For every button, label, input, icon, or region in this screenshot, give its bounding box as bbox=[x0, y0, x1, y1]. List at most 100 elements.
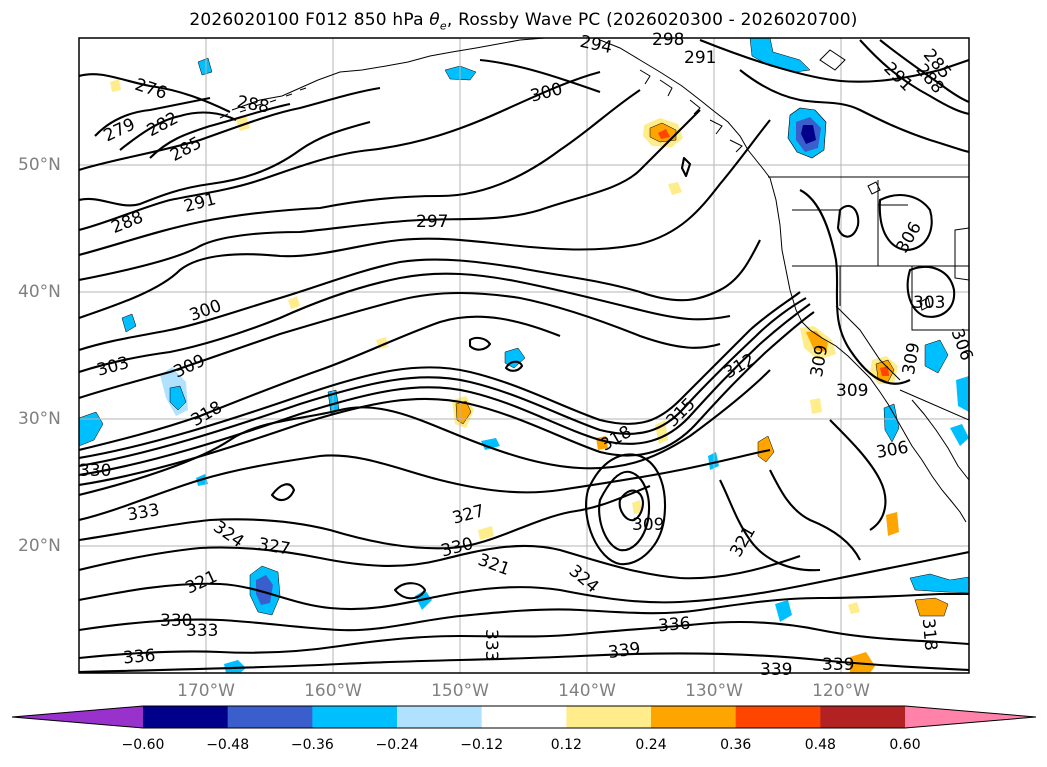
contour-label: 294 bbox=[578, 32, 614, 58]
shade-pos-patch bbox=[886, 512, 899, 536]
contour-label: 288 bbox=[235, 92, 270, 117]
contour-trough-1 bbox=[598, 470, 650, 552]
colorbar-tick-label: −0.24 bbox=[375, 737, 419, 753]
contour-label: 330 bbox=[79, 461, 111, 481]
contour-label: 327 bbox=[256, 534, 291, 559]
contour-closed bbox=[680, 156, 692, 178]
colorbar-tick-label: 0.36 bbox=[720, 737, 752, 753]
contour-label: 300 bbox=[187, 296, 224, 326]
contour-label: 306 bbox=[892, 219, 926, 257]
contour-label: 309 bbox=[632, 515, 664, 535]
shade-pos-patch bbox=[848, 602, 860, 614]
lat-label-20: 20°N bbox=[18, 536, 61, 556]
shade-pos-patch bbox=[110, 79, 121, 92]
shade-neg-patch bbox=[775, 600, 792, 622]
contour-282 bbox=[119, 111, 237, 151]
colorbar-box bbox=[820, 706, 906, 728]
contour-288-b bbox=[79, 120, 371, 207]
shade-pos-patch bbox=[850, 652, 875, 673]
contour-279 bbox=[94, 96, 211, 137]
contour-300 bbox=[79, 119, 771, 319]
lon-label-150w: 150°W bbox=[431, 681, 489, 701]
contour-label: 333 bbox=[481, 629, 501, 661]
map-frame bbox=[78, 37, 970, 674]
contour-closed bbox=[504, 360, 524, 372]
contour-label: 321 bbox=[726, 523, 760, 561]
shade-neg-patch bbox=[197, 57, 213, 76]
contour-label: 309 bbox=[836, 381, 868, 401]
lon-label-120w: 120°W bbox=[812, 681, 870, 701]
contour-label: 297 bbox=[416, 212, 448, 232]
contour-321 bbox=[79, 448, 771, 522]
lon-label-160w: 160°W bbox=[304, 681, 362, 701]
colorbar-box bbox=[312, 706, 398, 728]
contour-label: 276 bbox=[132, 75, 169, 104]
shade-neg-patch bbox=[224, 660, 246, 673]
state-border bbox=[792, 209, 841, 306]
colorbar-box bbox=[481, 706, 567, 728]
contour-closed bbox=[468, 336, 492, 351]
island bbox=[954, 227, 969, 281]
contour-327 bbox=[79, 544, 801, 580]
contour-label: 321 bbox=[183, 567, 221, 599]
contour-east-2 bbox=[769, 469, 861, 561]
contour-label: 333 bbox=[186, 621, 218, 641]
lon-label-170w: 170°W bbox=[177, 681, 235, 701]
lat-lon-grid bbox=[79, 38, 969, 673]
colorbar-tick-label: 0.24 bbox=[635, 737, 667, 753]
state-border bbox=[835, 305, 901, 381]
lon-label-130w: 130°W bbox=[685, 681, 743, 701]
shade-pos-patch bbox=[914, 597, 949, 617]
colorbar-outline bbox=[11, 705, 1037, 729]
map-title: 2026020100 F012 850 hPa θe, Rossby Wave … bbox=[189, 10, 858, 33]
border-mexico bbox=[899, 389, 969, 421]
panhandle-islands bbox=[639, 69, 743, 153]
colorbar-box bbox=[143, 706, 229, 728]
contour-ne-3 bbox=[859, 39, 969, 116]
contour-jet-2 bbox=[79, 297, 807, 468]
coastline-layer bbox=[219, 38, 969, 523]
shade-pos-patch bbox=[288, 296, 300, 309]
contour-west-us-1 bbox=[799, 189, 911, 385]
contour-label: 330 bbox=[439, 534, 476, 562]
baja-peninsula bbox=[903, 431, 967, 523]
alaska-panhandle-coastline bbox=[599, 39, 771, 179]
shade-neg-patch bbox=[956, 376, 969, 412]
colorbar-tick-label: −0.60 bbox=[121, 737, 165, 753]
contour-306 bbox=[79, 272, 731, 373]
contour-312 bbox=[79, 315, 561, 452]
contour-label: 288 bbox=[109, 207, 147, 238]
island bbox=[819, 49, 846, 71]
contour-label: 333 bbox=[126, 500, 161, 525]
colorbar-extend-right bbox=[905, 706, 1036, 728]
theta-e-contours bbox=[79, 39, 969, 673]
shade-neg-patch bbox=[79, 411, 104, 447]
contour-label: 309 bbox=[807, 343, 832, 378]
shade-pos-patch bbox=[668, 182, 682, 195]
lon-label-140w: 140°W bbox=[558, 681, 616, 701]
contour-297 bbox=[79, 109, 701, 282]
shade-neg-patch bbox=[909, 573, 969, 594]
contour-285 bbox=[149, 102, 291, 159]
contour-label: 303 bbox=[95, 353, 132, 381]
contour-trough-2 bbox=[585, 453, 666, 566]
contour-label: 309 bbox=[899, 341, 924, 376]
contour-336 bbox=[79, 620, 969, 660]
shade-pos-patch bbox=[806, 331, 828, 352]
colorbar-box bbox=[397, 706, 483, 728]
contour-label: 309 bbox=[171, 351, 209, 383]
shade-neg-patch bbox=[950, 424, 969, 446]
contour-label: 306 bbox=[875, 438, 910, 463]
shade-neg-patch bbox=[924, 339, 949, 374]
shade-pos-patch bbox=[757, 435, 775, 463]
contour-east-1 bbox=[829, 419, 887, 531]
contour-label: 306 bbox=[947, 326, 977, 363]
contour-ne-1 bbox=[699, 39, 969, 83]
island bbox=[867, 181, 881, 195]
island bbox=[919, 297, 931, 311]
contour-labels: 276 279 282 285 288 288 291 294 298 291 … bbox=[79, 30, 976, 680]
shade-neg-patch bbox=[801, 125, 816, 144]
contour-west-us-2 bbox=[836, 204, 860, 238]
contour-closed bbox=[393, 582, 427, 600]
colorbar-tick-label: −0.36 bbox=[290, 737, 334, 753]
